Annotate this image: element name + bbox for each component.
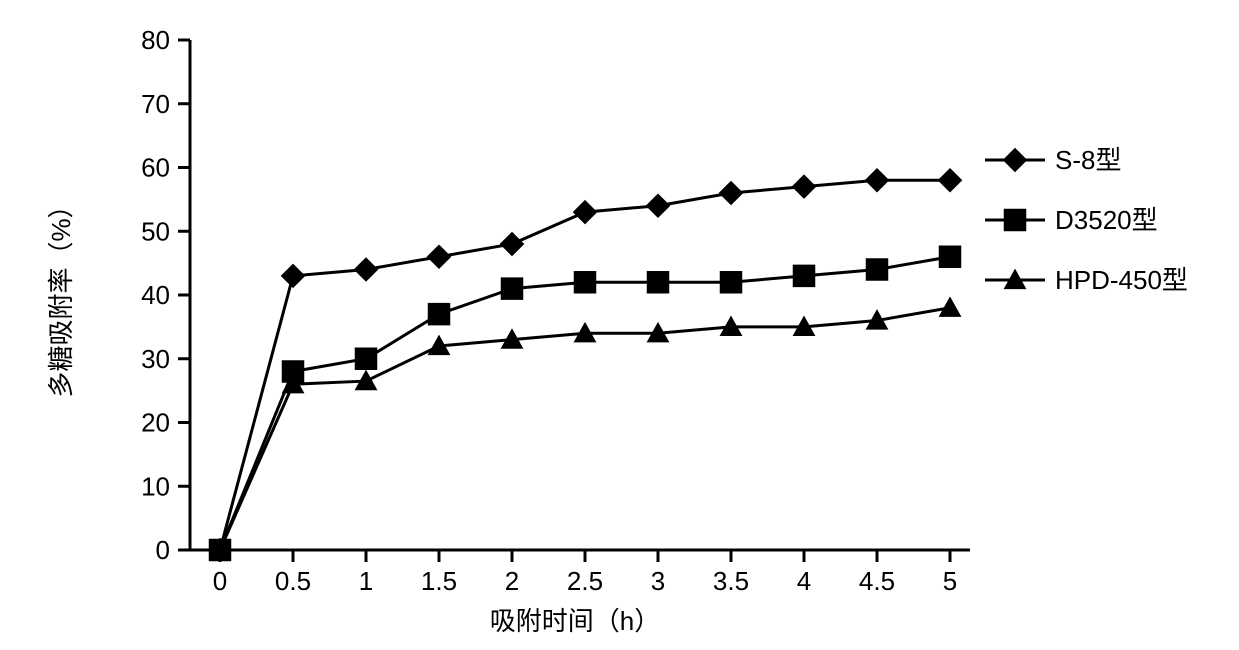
svg-text:D3520型: D3520型 xyxy=(1055,205,1158,235)
svg-text:2: 2 xyxy=(505,566,519,596)
svg-text:S-8型: S-8型 xyxy=(1055,145,1121,175)
svg-text:0: 0 xyxy=(213,566,227,596)
svg-text:50: 50 xyxy=(141,216,170,246)
svg-text:1.5: 1.5 xyxy=(421,566,457,596)
svg-text:20: 20 xyxy=(141,408,170,438)
svg-text:0.5: 0.5 xyxy=(275,566,311,596)
svg-text:4: 4 xyxy=(797,566,811,596)
svg-text:0: 0 xyxy=(156,535,170,565)
svg-text:4.5: 4.5 xyxy=(859,566,895,596)
svg-text:1: 1 xyxy=(359,566,373,596)
svg-text:3: 3 xyxy=(651,566,665,596)
svg-text:吸附时间（h）: 吸附时间（h） xyxy=(490,606,660,636)
svg-text:30: 30 xyxy=(141,344,170,374)
svg-text:40: 40 xyxy=(141,280,170,310)
svg-text:2.5: 2.5 xyxy=(567,566,603,596)
svg-text:3.5: 3.5 xyxy=(713,566,749,596)
svg-text:HPD-450型: HPD-450型 xyxy=(1055,265,1188,295)
svg-text:80: 80 xyxy=(141,25,170,55)
svg-text:5: 5 xyxy=(943,566,957,596)
svg-text:多糖吸附率（%）: 多糖吸附率（%） xyxy=(46,192,76,397)
svg-text:70: 70 xyxy=(141,89,170,119)
svg-text:60: 60 xyxy=(141,153,170,183)
svg-text:10: 10 xyxy=(141,471,170,501)
